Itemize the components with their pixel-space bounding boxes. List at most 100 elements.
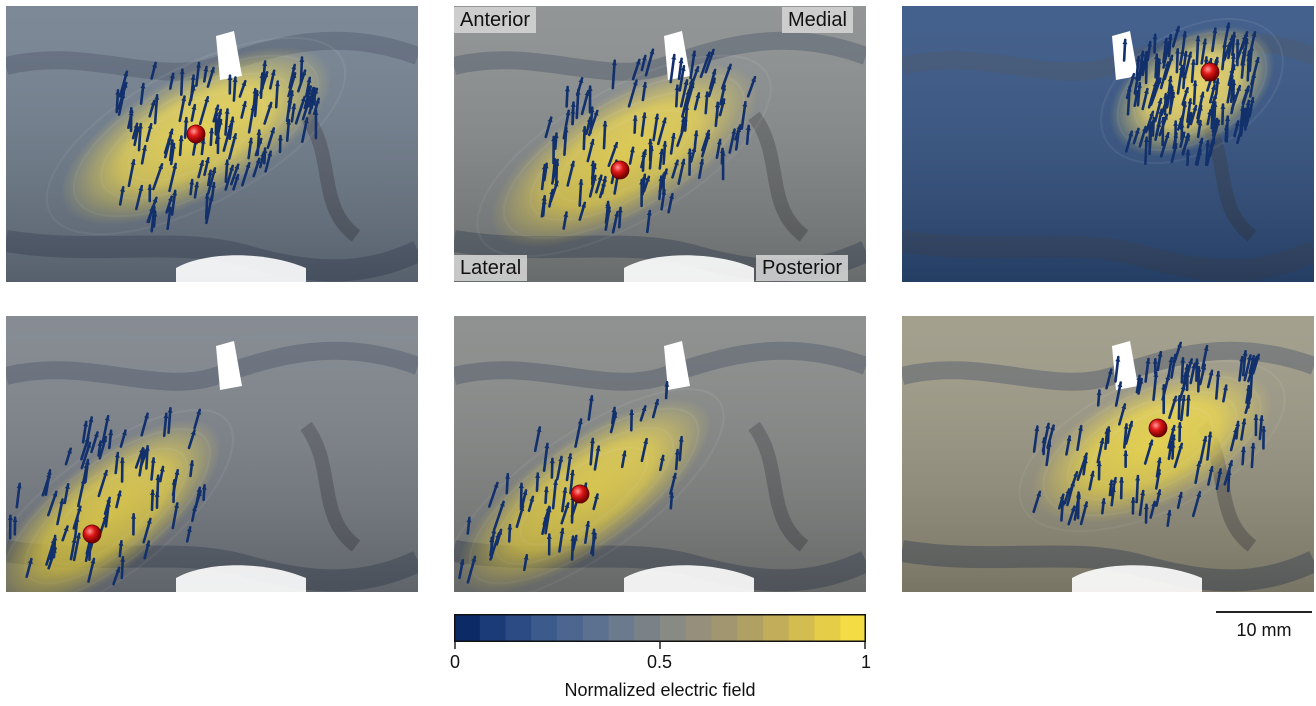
field-arrowhead [154,492,160,497]
field-arrowhead [309,90,315,96]
field-arrowhead [674,85,680,91]
field-arrowhead [751,77,756,83]
field-arrowhead [564,503,570,509]
field-arrowhead [1212,102,1218,107]
field-arrowhead [1197,150,1203,155]
field-arrowhead [76,506,82,512]
field-arrowhead [1123,451,1129,456]
field-arrowhead [1191,364,1197,369]
colorbar-segment [557,614,584,642]
field-arrowhead [642,83,648,88]
field-arrow [466,555,477,584]
field-arrowhead [241,102,247,107]
field-arrowhead [1075,494,1081,500]
field-arrowhead [1096,461,1102,467]
field-arrowhead [1108,480,1114,486]
field-arrowhead [149,490,156,496]
field-arrowhead [256,130,262,135]
field-arrowhead [1156,470,1162,475]
field-arrowhead [680,117,686,123]
field-arrowhead [168,129,174,135]
field-arrowhead [1177,493,1183,498]
field-arrowhead [646,211,652,216]
field-arrowhead [591,175,597,181]
field-arrowhead [1251,32,1257,37]
field-arrowhead [1194,359,1200,364]
field-arrowhead [1140,491,1146,496]
field-arrowhead [554,161,560,166]
field-arrowhead [570,536,576,541]
field-arrow [1076,452,1088,481]
label-medial: Medial [782,7,853,33]
field-arrowhead [547,117,553,123]
stimulation-site-marker [82,524,102,544]
panel-top-right-image [902,6,1314,282]
field-arrowhead [150,101,156,106]
field-arrowhead [141,146,147,151]
field-arrowhead [137,124,143,129]
background-gap [176,565,306,592]
field-arrowhead [632,116,638,121]
field-arrowhead [190,75,196,80]
field-arrowhead [522,490,528,496]
field-arrowhead [536,427,542,433]
field-arrowhead [122,83,128,88]
field-arrowhead [291,65,297,70]
field-arrowhead [1166,511,1172,516]
field-arrowhead [159,467,165,472]
field-arrowhead [611,60,617,66]
field-arrowhead [1185,396,1191,401]
field-arrowhead [678,58,684,64]
field-arrowhead [589,107,595,113]
field-arrowhead [1128,131,1134,137]
field-arrow [101,414,110,444]
field-arrowhead [1239,357,1245,362]
field-arrowhead [1046,442,1052,447]
field-arrow [1041,422,1050,453]
field-arrowhead [229,117,235,123]
field-arrowhead [291,73,297,79]
field-arrowhead [742,102,748,107]
field-arrow [1176,64,1184,95]
colorbar-segment [814,614,841,642]
colorbar-segment [479,614,507,642]
field-arrowhead [691,147,697,153]
field-arrowhead [595,446,601,452]
field-arrowhead [674,450,680,455]
field-arrowhead [1123,424,1129,429]
field-arrowhead [1214,79,1220,84]
field-arrow [117,81,128,110]
field-arrowhead [659,455,665,461]
panel-bottom-right-image [902,316,1314,592]
stimulation-site-marker [570,484,590,504]
field-arrowhead [641,55,647,61]
field-arrowhead [1222,385,1228,391]
field-arrowhead [1229,85,1235,90]
field-arrowhead [671,473,677,479]
field-arrowhead [726,64,732,70]
colorbar-segment [454,614,481,642]
field-arrowhead [260,152,266,158]
panel-bottom-center [454,316,866,592]
field-arrowhead [544,443,550,449]
field-arrowhead [1143,52,1149,57]
field-arrowhead [174,503,180,509]
field-arrowhead [204,194,210,199]
field-arrowhead [1230,54,1236,59]
field-arrow [222,122,233,152]
colorbar-segment [685,614,713,642]
field-arrowhead [147,185,153,190]
field-arrowhead [116,491,122,497]
field-arrowhead [147,124,153,129]
field-arrowhead [1182,102,1188,107]
field-arrowhead [523,555,529,560]
field-arrowhead [1220,104,1226,109]
field-arrowhead [140,449,146,455]
field-arrowhead [1250,444,1256,449]
field-arrowhead [128,111,134,116]
field-arrowhead [1185,136,1190,141]
field-arrowhead [105,502,111,507]
field-arrowhead [654,400,660,405]
field-arrow [1168,85,1174,115]
field-arrowhead [224,109,230,114]
